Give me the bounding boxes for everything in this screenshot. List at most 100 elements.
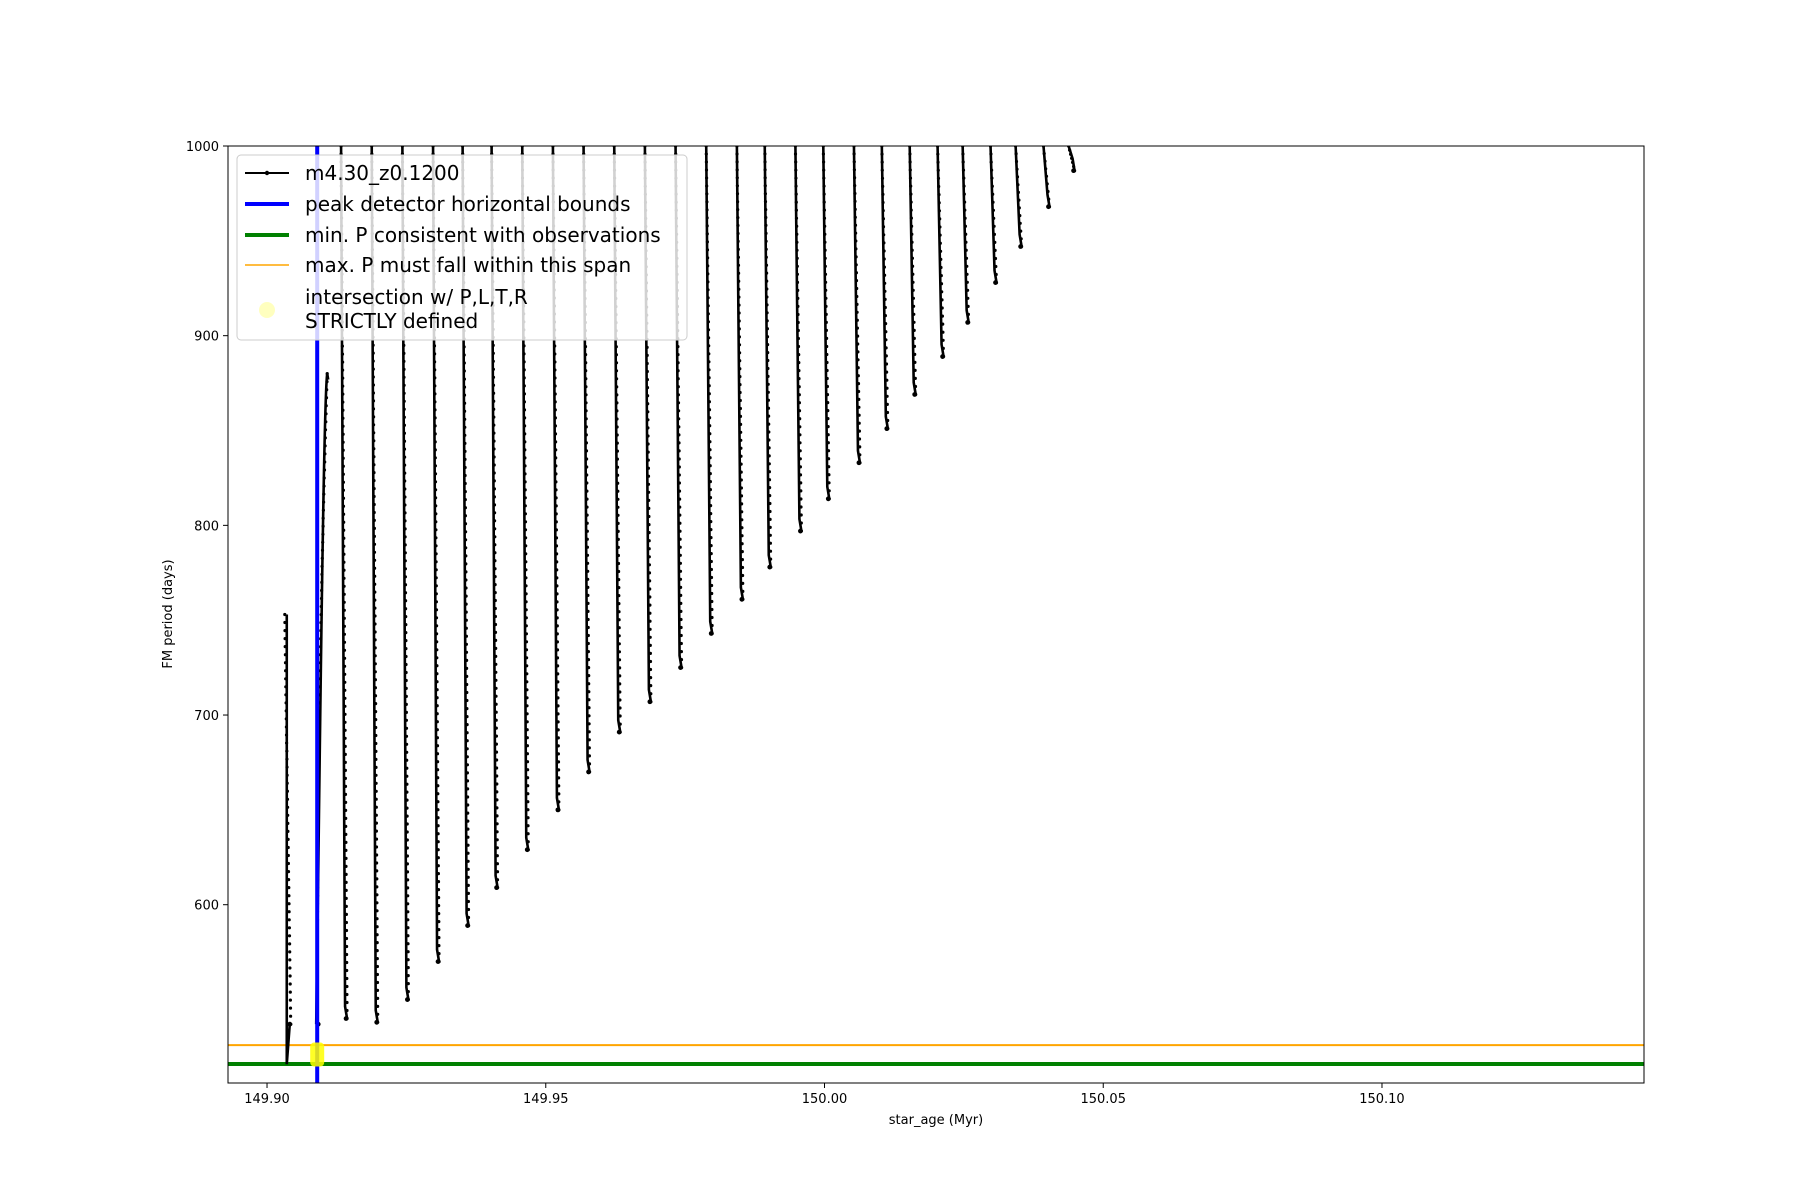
data-point <box>526 768 530 772</box>
data-point <box>821 152 826 156</box>
data-point <box>678 545 682 549</box>
data-point <box>375 980 380 985</box>
data-point <box>322 492 326 496</box>
cycle-min-point <box>374 1019 380 1025</box>
data-point <box>822 192 826 196</box>
x-tick-label: 150.05 <box>1080 1092 1126 1107</box>
data-point <box>765 279 769 283</box>
data-point <box>737 303 741 307</box>
data-point <box>646 434 650 438</box>
data-point <box>857 437 862 441</box>
data-point <box>373 566 377 570</box>
data-point <box>966 288 970 292</box>
data-point <box>679 658 684 662</box>
data-point <box>463 449 467 453</box>
data-point <box>524 544 528 548</box>
data-point <box>372 518 376 523</box>
data-point <box>324 420 328 424</box>
data-point <box>343 688 347 692</box>
data-point <box>372 526 376 531</box>
data-point <box>677 409 681 413</box>
data-point <box>587 674 591 678</box>
data-point <box>614 353 619 357</box>
data-point <box>1017 206 1021 210</box>
data-point <box>705 240 710 244</box>
data-point <box>406 974 410 978</box>
data-point <box>288 982 292 986</box>
data-point <box>882 257 886 261</box>
data-point <box>319 613 323 617</box>
data-point <box>880 160 884 164</box>
data-point <box>435 680 439 684</box>
data-point <box>826 401 830 405</box>
data-point <box>371 391 375 395</box>
data-point <box>645 345 649 349</box>
data-point <box>766 358 770 363</box>
data-point <box>646 394 650 398</box>
data-point <box>341 504 346 508</box>
data-point <box>525 744 530 748</box>
data-point <box>1068 148 1072 152</box>
data-point <box>966 312 971 316</box>
data-point <box>341 480 345 484</box>
data-point <box>465 715 469 719</box>
data-point <box>764 255 768 259</box>
data-point <box>618 666 622 670</box>
data-point <box>646 442 650 446</box>
data-point <box>493 583 497 587</box>
data-point <box>678 497 682 501</box>
data-point <box>883 289 887 293</box>
data-point <box>556 672 560 676</box>
cycle-min-point <box>465 923 471 928</box>
data-point <box>708 480 713 484</box>
data-point <box>1015 175 1020 179</box>
data-point <box>374 797 378 801</box>
data-point <box>555 648 560 652</box>
data-point <box>344 904 348 909</box>
data-point <box>740 550 744 554</box>
y-tick-label: 800 <box>194 519 219 534</box>
data-point <box>825 368 829 373</box>
data-point <box>587 698 591 702</box>
data-point <box>286 845 290 850</box>
data-point <box>882 241 886 245</box>
data-point <box>767 470 772 474</box>
data-point <box>708 496 713 500</box>
data-point <box>765 271 769 275</box>
data-point <box>794 176 798 180</box>
data-point <box>524 536 528 540</box>
data-point <box>343 752 347 757</box>
data-point <box>323 452 327 456</box>
data-point <box>495 814 499 818</box>
data-point <box>736 200 740 204</box>
data-point <box>707 352 711 356</box>
data-point <box>437 912 441 916</box>
data-point <box>284 725 288 729</box>
data-point <box>495 838 499 842</box>
data-point <box>799 489 803 493</box>
data-point <box>374 741 378 746</box>
data-point <box>965 280 969 284</box>
data-point <box>344 880 348 885</box>
data-point <box>343 720 347 724</box>
data-point <box>406 958 410 962</box>
data-point <box>740 502 744 506</box>
data-point <box>372 502 376 507</box>
data-point <box>766 382 770 386</box>
data-point <box>738 383 742 387</box>
data-point <box>615 401 619 405</box>
legend-label: STRICTLY defined <box>305 309 478 333</box>
data-point <box>341 384 345 388</box>
data-point <box>990 176 994 180</box>
data-point <box>404 718 408 722</box>
data-point <box>433 480 438 484</box>
data-point <box>405 790 409 794</box>
data-point <box>648 619 652 623</box>
data-point <box>616 521 620 526</box>
data-point <box>855 294 859 299</box>
data-point <box>433 448 437 452</box>
data-point <box>991 208 996 212</box>
data-point <box>616 545 620 550</box>
data-point <box>402 415 406 419</box>
data-point <box>710 591 714 596</box>
